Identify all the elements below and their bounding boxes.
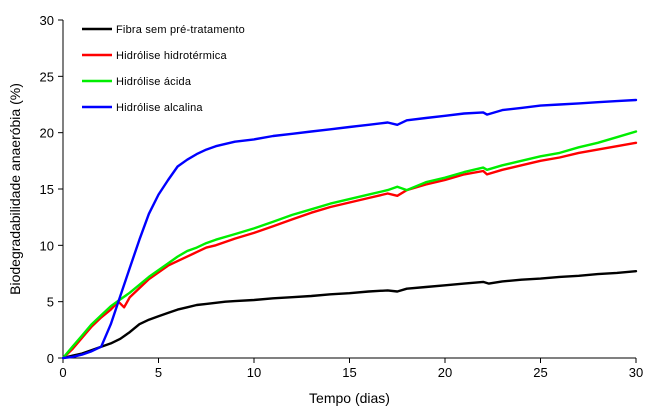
y-tick-label: 15	[40, 182, 54, 197]
y-tick-label: 30	[40, 13, 54, 28]
y-tick-label: 25	[40, 69, 54, 84]
x-tick-label: 25	[533, 365, 547, 380]
axes	[62, 20, 636, 359]
series-lines	[61, 98, 638, 360]
series-line-2	[61, 141, 638, 360]
x-tick-label: 15	[342, 365, 356, 380]
legend: Fibra sem pré-tratamento Hidrólise hidrot…	[82, 24, 245, 114]
y-tick-label: 5	[47, 295, 54, 310]
x-ticks: 0 5 10 15 20 25 30	[59, 358, 643, 380]
legend-label: Hidrólise alcalina	[116, 102, 203, 114]
y-tick-label: 10	[40, 238, 54, 253]
y-axis-title: Biodegradabilidade anaeróbia (%)	[7, 83, 23, 295]
x-tick-label: 30	[629, 365, 643, 380]
legend-label: Hidrólise hidrotérmica	[116, 50, 227, 62]
x-tick-label: 20	[438, 365, 452, 380]
x-tick-label: 10	[247, 365, 261, 380]
series-line-4	[61, 98, 638, 360]
legend-label: Fibra sem pré-tratamento	[116, 24, 245, 36]
legend-label: Hidrólise ácida	[116, 76, 192, 88]
x-axis-title: Tempo (dias)	[309, 390, 390, 406]
series-line-3	[61, 130, 638, 360]
series-line-1	[61, 270, 638, 360]
x-tick-label: 5	[155, 365, 162, 380]
x-tick-label: 0	[59, 365, 66, 380]
y-ticks: 0 5 10 15 20 25 30	[40, 13, 63, 366]
y-tick-label: 20	[40, 126, 54, 141]
y-tick-label: 0	[47, 351, 54, 366]
